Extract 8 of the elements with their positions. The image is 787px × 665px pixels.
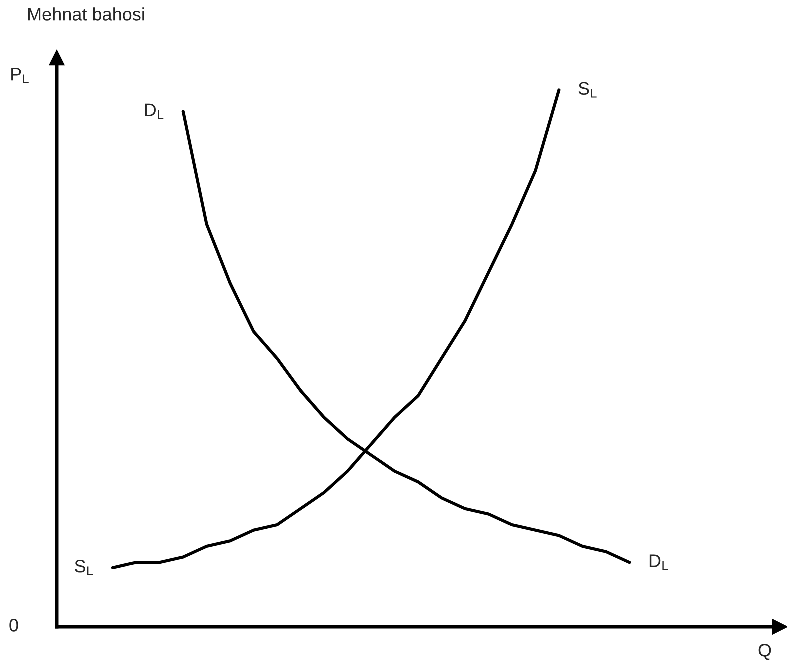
chart-title: Mehnat bahosi — [28, 8, 144, 21]
text: Q — [758, 644, 772, 660]
series-label: S$_{L}$ — [578, 82, 597, 98]
text: S$_{L}$ — [75, 560, 94, 576]
text: 0 — [10, 619, 18, 632]
y-axis-title: P$_{L}$ — [12, 68, 29, 84]
series-label: D$_{L}$ — [145, 104, 164, 120]
text: D$_{L}$ — [650, 554, 668, 570]
